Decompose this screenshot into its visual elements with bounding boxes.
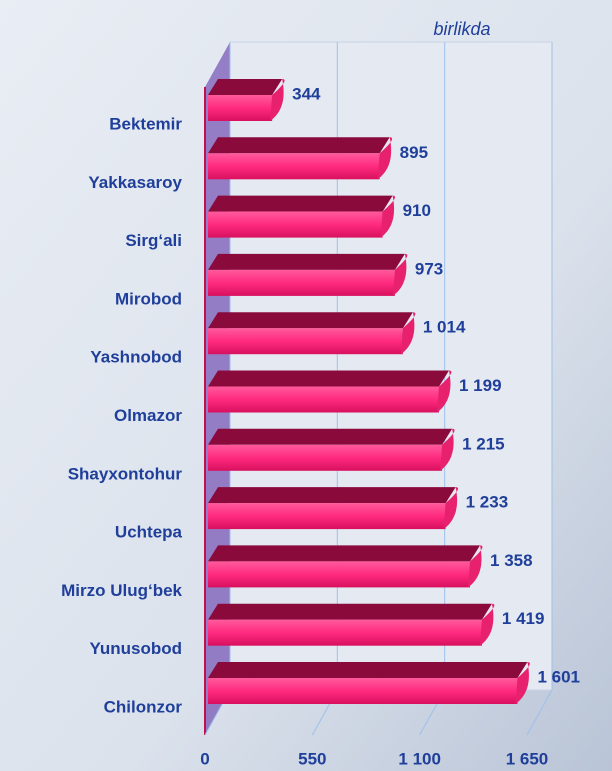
bar-end bbox=[443, 487, 459, 530]
bar-top bbox=[208, 662, 528, 678]
bar-top bbox=[208, 312, 413, 329]
bar-end bbox=[515, 662, 530, 704]
bar-top bbox=[208, 428, 453, 445]
bar bbox=[208, 503, 446, 530]
y-tick-label: Yunusobod bbox=[89, 639, 182, 658]
bar-top bbox=[208, 370, 449, 387]
bar-top bbox=[208, 487, 456, 504]
y-tick-label: Chilonzor bbox=[104, 697, 183, 716]
y-tick-label: Uchtepa bbox=[115, 523, 183, 542]
y-tick-label: Olmazor bbox=[114, 406, 182, 425]
y-tick-label: Yakkasaroy bbox=[88, 173, 182, 192]
bar-end bbox=[400, 312, 416, 355]
value-label: 973 bbox=[415, 259, 443, 278]
bar bbox=[208, 444, 443, 471]
y-tick-label: Yashnobod bbox=[90, 348, 182, 367]
bar-end bbox=[392, 253, 408, 296]
bar-end bbox=[440, 428, 455, 471]
value-label: 1 601 bbox=[537, 667, 580, 686]
bar bbox=[208, 561, 471, 588]
bar bbox=[208, 678, 518, 704]
bar-top bbox=[208, 545, 481, 562]
y-tick-label: Mirzo Ulug‘bek bbox=[61, 581, 182, 600]
bar-end bbox=[380, 195, 396, 238]
y-tick-label: Bektemir bbox=[109, 114, 182, 133]
bar-end bbox=[270, 79, 285, 121]
bar-top bbox=[208, 79, 283, 95]
value-label: 1 199 bbox=[459, 376, 502, 395]
value-label: 1 215 bbox=[462, 434, 505, 453]
y-tick-label: Sirg‘ali bbox=[125, 231, 182, 250]
bar bbox=[208, 153, 380, 180]
bar bbox=[208, 619, 482, 646]
floor-grid-line bbox=[526, 689, 553, 736]
x-tick-label: 0 bbox=[200, 749, 209, 768]
bar bbox=[208, 328, 403, 355]
unit-label: birlikda bbox=[433, 19, 490, 39]
x-tick-label: 550 bbox=[298, 749, 326, 768]
y-tick-label: Mirobod bbox=[115, 289, 182, 308]
bar-top bbox=[208, 195, 393, 212]
value-label: 1 419 bbox=[502, 609, 545, 628]
bar-top bbox=[208, 137, 390, 154]
bar bbox=[208, 386, 439, 413]
bar-end bbox=[436, 370, 452, 413]
value-label: 1 358 bbox=[490, 551, 533, 570]
bar bbox=[208, 269, 395, 296]
value-label: 910 bbox=[403, 201, 431, 220]
bar bbox=[208, 95, 273, 121]
value-label: 895 bbox=[400, 143, 428, 162]
value-label: 1 233 bbox=[466, 493, 509, 512]
y-tick-label: Shayxontohur bbox=[68, 464, 183, 483]
bar-end bbox=[468, 545, 483, 588]
value-label: 1 014 bbox=[423, 318, 466, 337]
value-label: 344 bbox=[292, 84, 321, 103]
x-tick-label: 1 650 bbox=[506, 749, 549, 768]
x-tick-label: 1 100 bbox=[398, 749, 441, 768]
bar-end bbox=[377, 137, 393, 180]
bar bbox=[208, 211, 383, 238]
bar-top bbox=[208, 253, 405, 270]
bar-end bbox=[479, 603, 495, 646]
bar-top bbox=[208, 603, 492, 620]
